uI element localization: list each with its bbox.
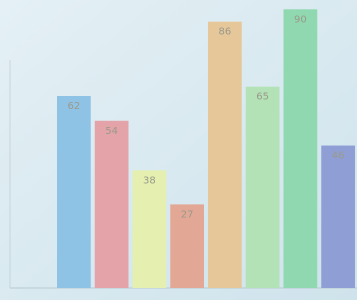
value-label: 27 xyxy=(181,209,194,220)
bar xyxy=(208,22,242,288)
page: 6254382786659046 (() => { const data = J… xyxy=(0,0,357,300)
value-label: 46 xyxy=(332,151,345,162)
value-label: 62 xyxy=(68,101,81,112)
value-label: 90 xyxy=(294,14,307,25)
value-label: 54 xyxy=(105,126,118,137)
bar xyxy=(57,96,91,288)
value-label: 38 xyxy=(143,175,156,186)
bar xyxy=(246,87,280,288)
value-label: 86 xyxy=(219,27,232,38)
bar xyxy=(321,146,355,288)
value-label: 65 xyxy=(256,92,269,103)
bar xyxy=(284,9,318,288)
bar xyxy=(95,121,129,288)
chart: 62 54 38 27 86 65 90 46 xyxy=(0,0,357,300)
bar xyxy=(133,170,167,288)
